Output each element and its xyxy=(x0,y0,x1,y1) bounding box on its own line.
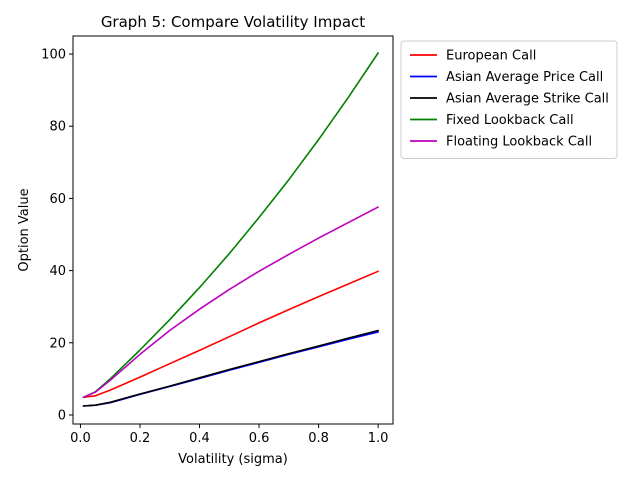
legend-label: Floating Lookback Call xyxy=(446,135,592,150)
y-tick-label: 100 xyxy=(41,48,66,63)
y-axis-ticks: 0 20 40 60 80 100 xyxy=(41,48,73,423)
x-tick-label: 0.6 xyxy=(249,431,270,446)
x-tick-label: 0.0 xyxy=(70,431,91,446)
y-tick-label: 60 xyxy=(49,192,66,207)
x-tick-label: 0.4 xyxy=(189,431,210,446)
y-tick-label: 0 xyxy=(58,408,66,423)
plot-frame xyxy=(72,35,394,425)
series-line-floating-lookback-call xyxy=(82,206,379,399)
legend: European Call Asian Average Price Call Asi… xyxy=(400,40,618,159)
x-axis-label: Volatility (sigma) xyxy=(178,452,288,467)
y-axis-label: Option Value xyxy=(17,188,32,271)
y-tick-label: 40 xyxy=(49,264,66,279)
chart-title: Graph 5: Compare Volatility Impact xyxy=(101,13,365,31)
y-tick-label: 80 xyxy=(49,120,66,135)
series-line-european-call xyxy=(82,270,379,399)
legend-label: Asian Average Price Call xyxy=(446,70,603,85)
legend-label: European Call xyxy=(446,49,536,64)
legend-box xyxy=(400,40,618,159)
y-tick-label: 20 xyxy=(49,336,66,351)
x-tick-label: 0.2 xyxy=(130,431,151,446)
series-line-asian-average-strike-call xyxy=(82,329,379,407)
x-tick-label: 1.0 xyxy=(368,431,389,446)
x-tick-label: 0.8 xyxy=(308,431,329,446)
x-axis-ticks: 0.0 0.2 0.4 0.6 0.8 1.0 xyxy=(70,424,388,446)
legend-label: Fixed Lookback Call xyxy=(446,113,574,128)
legend-label: Asian Average Strike Call xyxy=(446,92,609,107)
series-line-fixed-lookback-call xyxy=(82,52,379,399)
series-lines xyxy=(82,52,379,407)
